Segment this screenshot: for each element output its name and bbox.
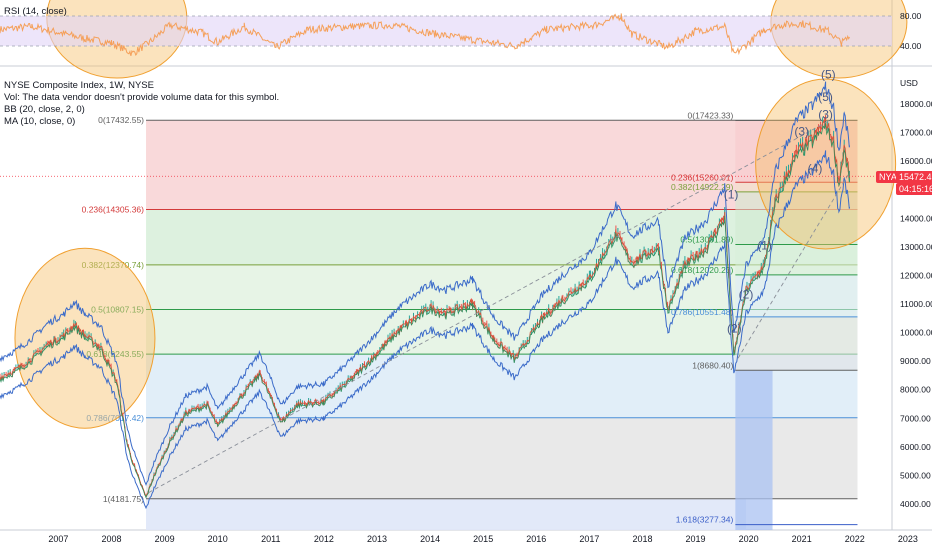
time-axis-tick: 2011 [261, 534, 280, 544]
currency-label: USD [900, 78, 918, 88]
time-axis-tick: 2012 [314, 534, 334, 544]
fib-right-level-label: 0.618(12020.23) [671, 265, 734, 275]
wave-label[interactable]: (5) [821, 67, 836, 81]
price-axis-tick: 7000.00 [900, 413, 931, 423]
bb-lower-band [0, 150, 850, 510]
time-axis-tick: 2022 [845, 534, 865, 544]
price-axis-tick: 16000.00 [900, 156, 932, 166]
fib-right-level-label: 1.618(3277.34) [676, 515, 734, 525]
rsi-legend-title: RSI (14, close) [4, 6, 67, 17]
bar-countdown: 04:15:16 [896, 183, 932, 195]
fib-right-level-label: 0.786(10551.48) [671, 307, 734, 317]
fib-right-level-label: 0.236(15260.01) [671, 172, 734, 182]
bb-upper-band [0, 81, 850, 486]
time-axis-tick: 2023 [898, 534, 918, 544]
rsi-axis-tick: 80.00 [900, 11, 922, 21]
fib-left-level-label: 1(4181.75) [103, 494, 144, 504]
wave-label[interactable]: (2) [739, 287, 754, 301]
price-line [0, 115, 850, 498]
price-axis-tick: 9000.00 [900, 356, 931, 366]
time-axis-tick: 2021 [792, 534, 812, 544]
symbol-title[interactable]: NYSE Composite Index, 1W, NYSE [4, 80, 154, 91]
time-axis-tick: 2017 [579, 534, 599, 544]
volume-note: Vol: The data vendor doesn't provide vol… [4, 92, 280, 103]
fib-right-level-label: 1(8680.40) [692, 360, 733, 370]
fib-right-level-label: 0.382(14922.29) [671, 182, 734, 192]
rsi-line [0, 13, 850, 57]
time-axis-tick: 2009 [155, 534, 175, 544]
price-axis-tick: 10000.00 [900, 328, 932, 338]
fib-left-level-label: 0.236(14305.36) [82, 205, 145, 215]
time-axis-tick: 2016 [526, 534, 546, 544]
bb-legend[interactable]: BB (20, close, 2, 0) [4, 104, 85, 115]
fib-right-zone [735, 316, 858, 371]
price-axis-tick: 5000.00 [900, 470, 931, 480]
fib-right-extension-zone [735, 370, 773, 530]
time-axis-tick: 2019 [685, 534, 705, 544]
time-axis[interactable]: 2007 2008 2009 2010 2011 2012 2013 2014 2015 2016… [48, 534, 918, 544]
price-axis[interactable]: 18000.0017000.0016000.0015000.0014000.00… [900, 99, 932, 509]
main-legend[interactable]: NYSE Composite Index, 1W, NYSE Vol: The … [4, 80, 279, 128]
bollinger-bands [0, 81, 850, 510]
ma-legend[interactable]: MA (10, close, 0) [4, 116, 76, 127]
price-axis-tick: 13000.00 [900, 242, 932, 252]
fib-left-level-label: 0.382(12370.74) [82, 260, 145, 270]
rsi-axis-tick: 40.00 [900, 41, 922, 51]
trend-line-short[interactable] [737, 172, 850, 359]
fib-left-level-label: 0.618(9243.55) [86, 349, 144, 359]
price-axis-tick: 17000.00 [900, 128, 932, 138]
wave-label[interactable]: (2) [727, 322, 742, 336]
rsi-band [0, 16, 892, 46]
trend-line-long[interactable] [148, 120, 829, 493]
wave-label[interactable]: (3) [794, 124, 809, 138]
fib-right-level-label: 0(17423.33) [688, 110, 734, 120]
price-series [0, 115, 850, 499]
wave-label[interactable]: (1) [757, 239, 772, 253]
wave-label[interactable]: (3) [818, 107, 833, 121]
fib-left-extension-zone [146, 498, 746, 530]
fib-left-level-label: 0(17432.55) [98, 115, 144, 125]
time-axis-tick: 2014 [420, 534, 440, 544]
fib-right-level-label: 0.5(13081.89) [680, 235, 733, 245]
fib-right-zone [735, 244, 858, 275]
price-axis-tick: 18000.00 [900, 99, 932, 109]
price-axis-tick: 8000.00 [900, 385, 931, 395]
highlight-circle[interactable] [755, 78, 897, 250]
fib-right-zone [735, 274, 858, 317]
time-axis-tick: 2007 [48, 534, 68, 544]
price-axis-tick: 11000.00 [900, 299, 932, 309]
price-axis-tick: 12000.00 [900, 270, 932, 280]
time-axis-tick: 2015 [473, 534, 493, 544]
price-axis-tick: 14000.00 [900, 213, 932, 223]
fib-left-level-label: 0.5(10807.15) [91, 305, 144, 315]
time-axis-tick: 2018 [632, 534, 652, 544]
time-axis-tick: 2020 [739, 534, 759, 544]
fib-right-zone [735, 182, 858, 192]
price-axis-tick: 6000.00 [900, 442, 931, 452]
wave-label[interactable]: (4) [808, 162, 823, 176]
rsi-legend[interactable]: RSI (14, close) [4, 6, 67, 18]
trend-lines[interactable] [0, 120, 892, 493]
fib-left-level-label: 0.786(7017.42) [86, 413, 144, 423]
time-axis-tick: 2010 [208, 534, 228, 544]
symbol-tag[interactable]: NYA [876, 171, 900, 183]
price-axis-tick: 4000.00 [900, 499, 931, 509]
moving-average-line [0, 120, 850, 499]
elliott-wave-labels[interactable]: (1) (2) (2) (1) (3) (3) (4) (5) (5) [724, 67, 836, 335]
last-price-tag[interactable]: 15472.46 [896, 171, 932, 183]
time-axis-tick: 2008 [101, 534, 121, 544]
rsi-indicator: 80.00 40.00 [0, 11, 922, 57]
wave-label[interactable]: (5) [818, 90, 833, 104]
wave-label[interactable]: (1) [724, 187, 739, 201]
time-axis-tick: 2013 [367, 534, 387, 544]
